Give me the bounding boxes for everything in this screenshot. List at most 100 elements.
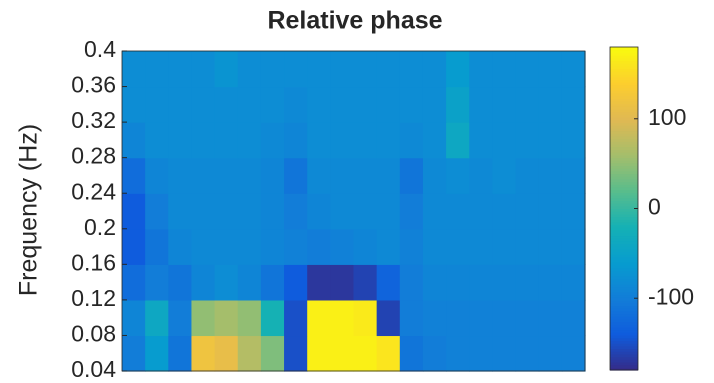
heatmap-cell xyxy=(515,335,540,372)
colorbar-swatch xyxy=(610,340,638,344)
colorbar-swatch xyxy=(610,332,638,336)
heatmap-cell xyxy=(307,335,331,372)
colorbar-swatch xyxy=(610,160,638,164)
colorbar-swatch xyxy=(610,203,638,207)
y-tick-label: 0.12 xyxy=(71,285,116,311)
colorbar-swatch xyxy=(610,127,638,132)
heatmap-cell xyxy=(446,335,470,372)
colorbar-swatch xyxy=(610,170,638,175)
heatmap-cell xyxy=(515,299,540,337)
heatmap-cell xyxy=(515,228,540,265)
heatmap-cell xyxy=(260,193,285,230)
colorbar-swatch xyxy=(610,300,638,304)
heatmap-cell xyxy=(122,264,146,301)
heatmap-cell xyxy=(168,157,193,194)
heatmap-cell xyxy=(515,86,540,123)
colorbar-swatch xyxy=(610,281,638,285)
heatmap-cell xyxy=(284,51,308,88)
colorbar-swatch xyxy=(610,235,638,239)
colorbar-swatch xyxy=(610,305,638,309)
heatmap-cell xyxy=(168,299,193,337)
heatmap-cell xyxy=(492,264,517,301)
colorbar-swatch xyxy=(610,149,638,153)
heatmap-cell xyxy=(260,299,285,337)
colorbar-swatch xyxy=(610,151,638,156)
heatmap-cell xyxy=(538,86,563,123)
colorbar-swatch xyxy=(610,103,638,107)
colorbar-swatch xyxy=(610,343,638,347)
colorbar-swatch xyxy=(610,289,638,293)
heatmap-cell xyxy=(515,51,540,88)
heatmap-cell xyxy=(492,157,517,194)
colorbar-swatch xyxy=(610,348,638,352)
colorbar-swatch xyxy=(610,71,638,75)
heatmap-cell xyxy=(122,228,146,265)
heatmap-cell xyxy=(214,193,239,230)
heatmap-cell xyxy=(307,228,331,265)
heatmap-cell xyxy=(515,157,540,194)
heatmap-cell xyxy=(469,335,493,372)
y-tick-label: 0.2 xyxy=(84,214,116,240)
colorbar-swatch xyxy=(610,47,638,51)
colorbar-swatch xyxy=(610,135,638,140)
colorbar-swatch xyxy=(610,92,638,97)
heatmap-cell xyxy=(469,228,493,265)
colorbar-swatch xyxy=(610,324,638,328)
heatmap-cell xyxy=(538,193,563,230)
heatmap-cell xyxy=(469,86,493,123)
colorbar-swatch xyxy=(610,256,638,261)
heatmap-cell xyxy=(469,299,493,337)
colorbar-swatch xyxy=(610,146,638,150)
colorbar-swatch xyxy=(610,219,638,223)
heatmap-cell xyxy=(145,86,169,123)
heatmap-cell xyxy=(260,264,285,301)
heatmap-cell xyxy=(492,228,517,265)
heatmap-cell xyxy=(376,86,401,123)
heatmap-cell xyxy=(214,122,239,159)
colorbar-swatch xyxy=(610,211,638,215)
heatmap-cell xyxy=(237,122,262,159)
heatmap-cell xyxy=(561,157,586,194)
heatmap-cell xyxy=(538,122,563,159)
y-axis-label: Frequency (Hz) xyxy=(15,124,43,296)
colorbar-swatch xyxy=(610,55,638,59)
heatmap-cell xyxy=(561,264,586,301)
colorbar-swatch xyxy=(610,248,638,253)
heatmap-cell xyxy=(284,335,308,372)
heatmap-cell xyxy=(422,157,447,194)
heatmap-cell xyxy=(145,193,169,230)
heatmap-cell xyxy=(284,86,308,123)
heatmap-cell xyxy=(284,228,308,265)
colorbar-swatch xyxy=(610,208,638,212)
colorbar-swatch xyxy=(610,133,638,137)
heatmap-cell xyxy=(353,157,378,194)
colorbar-swatch xyxy=(610,205,638,210)
colorbar-swatch xyxy=(610,345,638,350)
heatmap-cell xyxy=(492,51,517,88)
colorbar-swatch xyxy=(610,197,638,202)
colorbar-swatch xyxy=(610,81,638,86)
heatmap-cell xyxy=(237,228,262,265)
heatmap-cell xyxy=(376,193,401,230)
colorbar-swatch xyxy=(610,273,638,277)
heatmap-cell xyxy=(561,193,586,230)
colorbar-swatch xyxy=(610,359,638,363)
heatmap-cell xyxy=(307,157,331,194)
colorbar-swatch xyxy=(610,294,638,298)
colorbar-tick-label: 0 xyxy=(648,194,661,220)
colorbar-swatch xyxy=(610,213,638,218)
colorbar-swatch xyxy=(610,356,638,360)
heatmap-cell xyxy=(284,299,308,337)
heatmap-cell xyxy=(446,51,470,88)
heatmap-cell xyxy=(330,299,355,337)
colorbar-swatch xyxy=(610,173,638,177)
colorbar-swatch xyxy=(610,95,638,99)
colorbar-swatch xyxy=(610,297,638,301)
heatmap-cell xyxy=(191,193,216,230)
heatmap-cell xyxy=(538,228,563,265)
heatmap-cell xyxy=(538,264,563,301)
heatmap-cell xyxy=(168,86,193,123)
heatmap-cell xyxy=(492,122,517,159)
heatmap-cell xyxy=(399,193,424,230)
heatmap-cell xyxy=(168,51,193,88)
